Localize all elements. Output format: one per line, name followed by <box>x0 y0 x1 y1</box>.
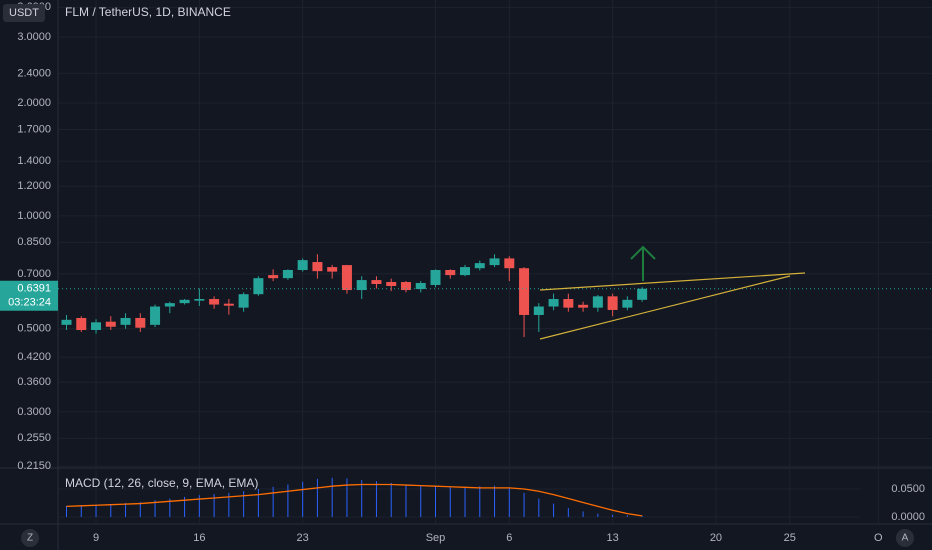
button[interactable] <box>21 529 39 547</box>
candle-body <box>356 280 367 291</box>
x-tick-label: 23 <box>297 532 309 544</box>
last-price-box <box>0 280 58 311</box>
button-label[interactable]: Z <box>27 533 33 544</box>
candle-body <box>268 275 279 279</box>
y-tick-label: 0.7000 <box>17 268 51 280</box>
y-tick-label: 2.4000 <box>17 67 51 79</box>
countdown: 03:23:24 <box>8 297 51 309</box>
x-tick-label: 16 <box>193 532 205 544</box>
candle-body <box>563 299 574 308</box>
candle-body <box>105 321 116 327</box>
candle-body <box>371 280 382 284</box>
candle-body <box>578 304 589 308</box>
labels: 3.60003.00002.40002.00001.70001.40001.20… <box>0 1 925 544</box>
candle-body <box>120 317 131 325</box>
badge[interactable] <box>3 4 45 22</box>
x-tick-label: 25 <box>784 532 796 544</box>
candle-body <box>548 299 559 307</box>
candle-body <box>637 288 648 300</box>
marks <box>58 254 932 518</box>
candle-body <box>61 319 72 325</box>
candle-body <box>445 270 456 276</box>
macd-line <box>66 483 643 517</box>
candle-body <box>238 294 249 308</box>
candle-body <box>533 306 544 315</box>
candle-body <box>312 262 323 272</box>
candle-body <box>91 322 102 331</box>
y-tick-label: 0.3000 <box>17 406 51 418</box>
candle-body <box>327 267 338 272</box>
x-tick-label: O <box>874 532 883 544</box>
candle-body <box>297 260 308 271</box>
candle-body <box>76 317 87 331</box>
x-tick-label: 6 <box>506 532 512 544</box>
y-tick-label: 0.0000 <box>891 511 925 523</box>
y-tick-label: 1.0000 <box>17 210 51 222</box>
symbol-badge[interactable]: USDT <box>9 7 39 19</box>
y-tick-label: 3.0000 <box>17 31 51 43</box>
y-tick-label: 0.3600 <box>17 376 51 388</box>
candle-body <box>150 306 161 325</box>
y-tick-label: 0.4200 <box>17 351 51 363</box>
candle-body <box>341 265 352 291</box>
candle-body <box>282 270 293 279</box>
candle-body <box>460 267 471 276</box>
y-tick-label: 0.2550 <box>17 432 51 444</box>
y-tick-label: 0.8500 <box>17 236 51 248</box>
arrow-head <box>630 245 656 260</box>
button[interactable] <box>896 529 914 547</box>
candle-body <box>253 278 264 295</box>
x-tick-label: Sep <box>426 532 446 544</box>
indicator-title: MACD (12, 26, close, 9, EMA, EMA) <box>65 476 258 490</box>
x-tick-label: 13 <box>606 532 618 544</box>
y-tick-label: 2.0000 <box>17 97 51 109</box>
y-tick-label: 0.5000 <box>17 323 51 335</box>
candle-body <box>400 282 411 291</box>
chart-title: FLM / TetherUS, 1D, BINANCE <box>65 5 231 19</box>
x-tick-label: 9 <box>93 532 99 544</box>
y-tick-label: 0.2150 <box>17 460 51 472</box>
x-tick-label: 20 <box>710 532 722 544</box>
trend-line <box>539 272 806 291</box>
y-tick-label: 1.2000 <box>17 180 51 192</box>
candle-body <box>622 299 633 308</box>
candle-body <box>430 270 441 285</box>
candle-body <box>607 296 618 310</box>
y-tick-label: 1.7000 <box>17 123 51 135</box>
candle-body <box>489 258 500 266</box>
trend-line <box>539 275 791 340</box>
candle-body <box>194 299 205 301</box>
candle-body <box>592 296 603 308</box>
candle-body <box>415 283 426 290</box>
last-price-label: 0.6391 <box>17 283 51 295</box>
candle-body <box>474 263 485 269</box>
button-label[interactable]: A <box>902 533 909 544</box>
candle-body <box>386 282 397 286</box>
candle-body <box>504 258 515 269</box>
candle-body <box>519 268 530 315</box>
y-tick-label: 1.4000 <box>17 155 51 167</box>
candle-body <box>223 303 234 306</box>
candle-body <box>209 299 220 305</box>
candle-body <box>135 317 146 328</box>
candle-body <box>164 303 175 307</box>
candle-body <box>179 299 190 304</box>
y-tick-label: 0.0500 <box>891 483 925 495</box>
